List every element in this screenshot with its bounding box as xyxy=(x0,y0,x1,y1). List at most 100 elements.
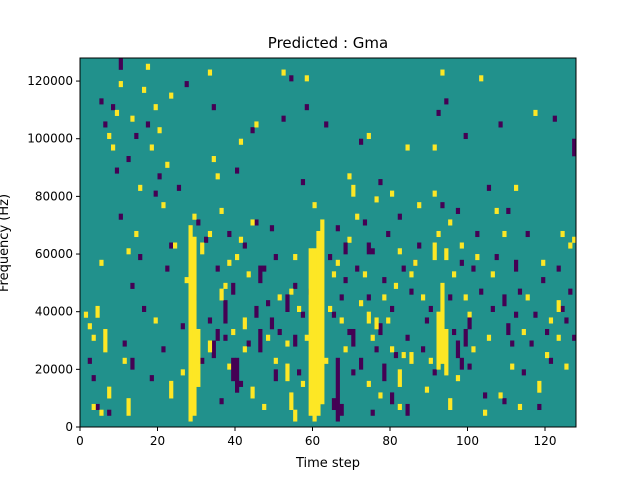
plot-frame xyxy=(79,57,577,428)
heatmap-cell-high xyxy=(572,236,577,243)
heatmap-cell-high xyxy=(118,81,123,88)
heatmap-run-low xyxy=(258,328,263,353)
y-tick-label: 60000 xyxy=(35,247,73,261)
heatmap-cell-low xyxy=(541,277,546,284)
heatmap-run-low xyxy=(231,357,236,382)
heatmap-cell-low xyxy=(483,392,488,399)
heatmap-cell-high xyxy=(521,328,526,336)
heatmap-cell-low xyxy=(219,398,224,405)
heatmap-cell-high xyxy=(413,259,418,266)
heatmap-run-high xyxy=(169,380,174,399)
heatmap-cell-low xyxy=(455,207,461,214)
heatmap-run-high xyxy=(374,317,379,330)
heatmap-run-high xyxy=(448,398,453,411)
heatmap-cell-low xyxy=(525,230,530,238)
plot-area xyxy=(79,57,577,428)
heatmap-cell-low xyxy=(537,403,542,411)
heatmap-cell-high xyxy=(355,213,360,220)
heatmap-cell-low xyxy=(545,328,550,336)
heatmap-run-low xyxy=(331,398,337,411)
heatmap-cell-low xyxy=(424,317,430,324)
heatmap-cell-high xyxy=(545,352,550,359)
x-tick-label: 80 xyxy=(382,434,397,448)
heatmap-cell-low xyxy=(142,305,147,312)
heatmap-run-high xyxy=(320,219,325,405)
heatmap-run-high xyxy=(285,363,290,382)
heatmap-cell-high xyxy=(548,317,554,324)
heatmap-cell-high xyxy=(99,259,104,266)
heatmap-cell-low xyxy=(277,328,282,336)
heatmap-cell-high xyxy=(114,109,120,116)
heatmap-cell-high xyxy=(238,236,244,243)
heatmap-run-low xyxy=(378,323,383,336)
heatmap-run-low xyxy=(335,357,340,422)
heatmap-run-low xyxy=(382,363,387,382)
heatmap-cell-high xyxy=(401,352,406,359)
heatmap-run-high xyxy=(444,248,449,261)
heatmap-cell-low xyxy=(448,294,453,301)
heatmap-cell-low xyxy=(452,328,457,336)
heatmap-run-low xyxy=(269,317,275,330)
heatmap-cell-high xyxy=(111,144,116,151)
heatmap-cell-low xyxy=(436,109,441,116)
heatmap-cell-high xyxy=(436,230,441,238)
heatmap-run-low xyxy=(343,242,348,255)
heatmap-run-high xyxy=(409,352,414,364)
heatmap-cell-high xyxy=(390,346,395,353)
heatmap-cell-low xyxy=(564,317,569,324)
y-tick-label: 20000 xyxy=(35,362,73,376)
heatmap-run-high xyxy=(351,184,356,197)
heatmap-cell-low xyxy=(215,265,220,272)
heatmap-cell-high xyxy=(219,207,224,214)
heatmap-cell-high xyxy=(471,346,476,353)
heatmap-cell-low xyxy=(300,179,306,186)
heatmap-cell-high xyxy=(211,156,216,163)
heatmap-run-high xyxy=(107,386,112,399)
heatmap-cell-high xyxy=(405,144,410,151)
heatmap-cell-high xyxy=(293,254,298,261)
heatmap-run-low xyxy=(502,294,507,307)
heatmap-cell-high xyxy=(397,248,402,255)
heatmap-cell-low xyxy=(444,98,449,105)
heatmap-cell-high xyxy=(184,277,189,284)
heatmap-cell-low xyxy=(459,259,464,266)
heatmap-cell-low xyxy=(91,375,96,382)
heatmap-cell-high xyxy=(83,311,89,318)
heatmap-cell-low xyxy=(393,352,399,359)
heatmap-cell-low xyxy=(378,179,383,186)
heatmap-run-high xyxy=(242,317,247,330)
heatmap-cell-low xyxy=(366,294,371,301)
heatmap-cell-low xyxy=(343,277,348,284)
heatmap-cell-low xyxy=(184,81,189,88)
heatmap-cell-high xyxy=(130,115,135,122)
heatmap-cell-low xyxy=(335,225,340,232)
heatmap-cell-low xyxy=(397,213,402,220)
heatmap-cell-low xyxy=(390,305,395,312)
heatmap-cell-low xyxy=(242,242,247,249)
heatmap-cell-low xyxy=(254,219,259,226)
heatmap-cell-low xyxy=(157,173,162,180)
heatmap-run-low xyxy=(463,328,468,347)
heatmap-run-high xyxy=(444,328,449,376)
heatmap-cell-high xyxy=(180,369,185,376)
heatmap-cell-low xyxy=(421,346,426,353)
chart-title: Predicted : Gma xyxy=(268,34,388,52)
heatmap-run-low xyxy=(455,340,461,359)
y-tick-label: 100000 xyxy=(27,132,73,146)
heatmap-cell-high xyxy=(126,248,131,255)
heatmap-run-high xyxy=(250,386,255,399)
heatmap-cell-low xyxy=(289,75,294,82)
heatmap-cell-high xyxy=(483,409,488,416)
heatmap-cell-high xyxy=(510,363,515,370)
heatmap-cell-high xyxy=(262,403,267,411)
heatmap-run-low xyxy=(459,357,464,370)
heatmap-cell-high xyxy=(223,282,228,289)
heatmap-cell-low xyxy=(196,219,201,226)
heatmap-cell-low xyxy=(556,265,561,272)
heatmap-cell-low xyxy=(300,311,306,318)
heatmap-cell-high xyxy=(192,213,197,220)
heatmap-cell-low xyxy=(281,115,286,122)
heatmap-cell-low xyxy=(328,254,333,261)
y-tick-label: 80000 xyxy=(35,189,73,203)
